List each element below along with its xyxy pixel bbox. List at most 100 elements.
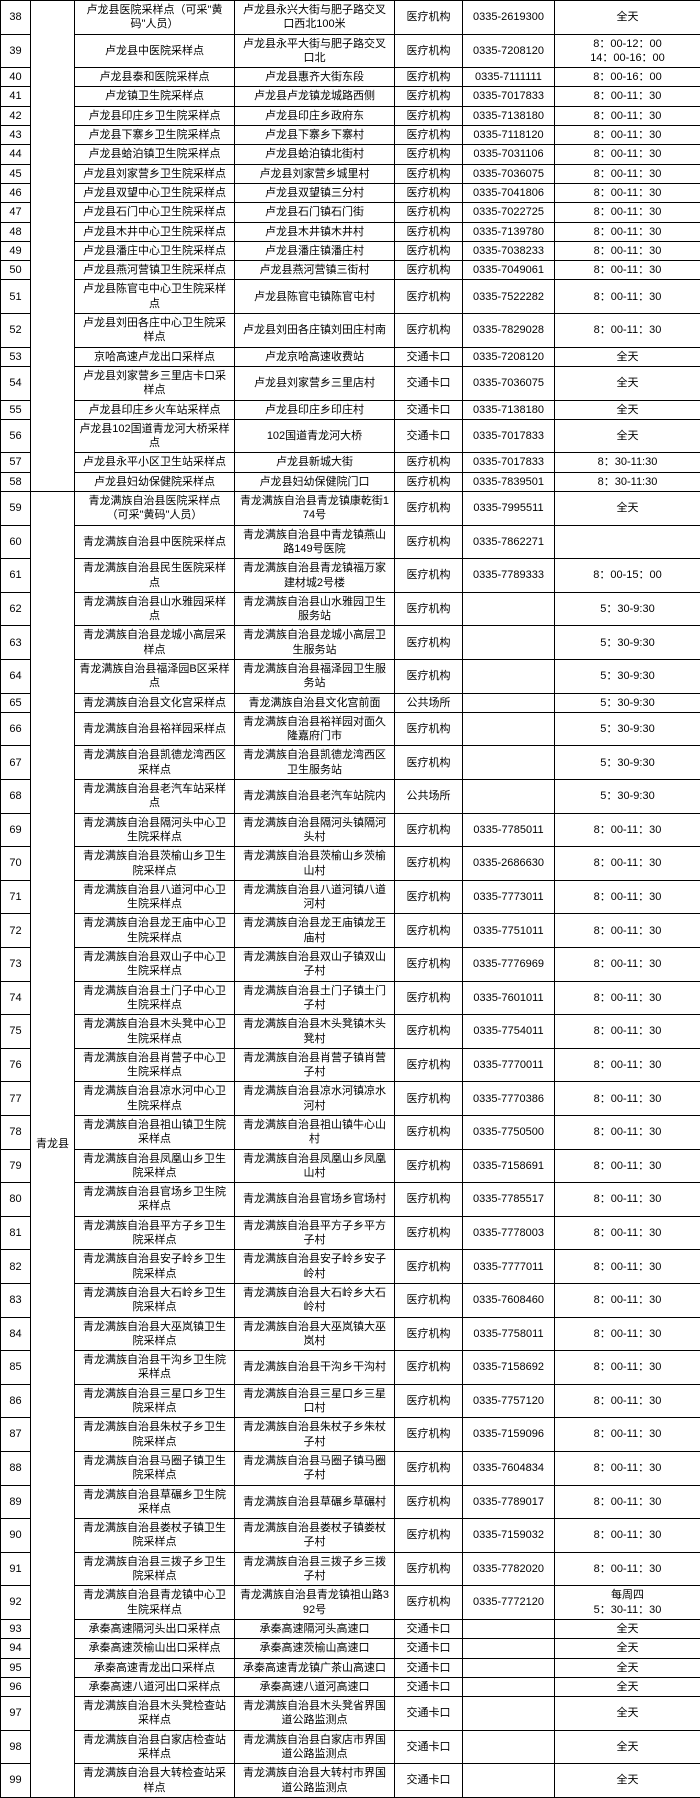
phone-cell: 0335-2686630 <box>463 847 555 881</box>
type-cell: 医疗机构 <box>395 1015 463 1049</box>
type-cell: 交通卡口 <box>395 1619 463 1638</box>
name-cell: 卢龙县蛤泊镇卫生院采样点 <box>75 145 235 164</box>
table-row: 74青龙满族自治县土门子中心卫生院采样点青龙满族自治县土门子镇土门子村医疗机构0… <box>1 981 700 1015</box>
row-index: 69 <box>1 813 31 847</box>
time-cell: 8：00-11：30 <box>555 1384 700 1418</box>
name-cell: 青龙满族自治县隔河头中心卫生院采样点 <box>75 813 235 847</box>
phone-cell <box>463 1730 555 1764</box>
type-cell: 医疗机构 <box>395 164 463 183</box>
addr-cell: 承秦高速青龙镇广茶山高速口 <box>235 1658 395 1677</box>
addr-cell: 青龙满族自治县肖营子镇肖营子村 <box>235 1048 395 1082</box>
addr-cell: 卢龙县印庄乡印庄村 <box>235 400 395 419</box>
addr-cell: 青龙满族自治县凉水河镇凉水河村 <box>235 1082 395 1116</box>
time-cell: 8：30-11:30 <box>555 453 700 472</box>
type-cell: 医疗机构 <box>395 1183 463 1217</box>
addr-cell: 青龙满族自治县祖山镇牛心山村 <box>235 1116 395 1150</box>
type-cell: 医疗机构 <box>395 106 463 125</box>
addr-cell: 承秦高速茨榆山高速口 <box>235 1639 395 1658</box>
table-row: 55卢龙县印庄乡火车站采样点卢龙县印庄乡印庄村交通卡口0335-7138180全… <box>1 400 700 419</box>
phone-cell <box>463 626 555 660</box>
phone-cell <box>463 1658 555 1677</box>
phone-cell <box>463 746 555 780</box>
phone-cell: 0335-7778003 <box>463 1216 555 1250</box>
type-cell: 医疗机构 <box>395 1082 463 1116</box>
phone-cell: 0335-7049061 <box>463 261 555 280</box>
row-index: 53 <box>1 347 31 366</box>
phone-cell: 0335-7750500 <box>463 1116 555 1150</box>
time-cell: 8：00-11：30 <box>555 203 700 222</box>
phone-cell <box>463 1764 555 1798</box>
table-row: 63青龙满族自治县龙城小高层采样点青龙满族自治县龙城小高层卫生服务站医疗机构5：… <box>1 626 700 660</box>
table-row: 72青龙满族自治县龙王庙中心卫生院采样点青龙满族自治县龙王庙镇龙王庙村医疗机构0… <box>1 914 700 948</box>
table-row: 57卢龙县永平小区卫生站采样点卢龙县新城大街医疗机构0335-70178338：… <box>1 453 700 472</box>
phone-cell <box>463 1677 555 1696</box>
addr-cell: 青龙满族自治县八道河镇八道河村 <box>235 880 395 914</box>
table-row: 89青龙满族自治县草碾乡卫生院采样点青龙满族自治县草碾乡草碾村医疗机构0335-… <box>1 1485 700 1519</box>
type-cell: 交通卡口 <box>395 1639 463 1658</box>
time-cell: 8：30-11:30 <box>555 472 700 491</box>
time-cell: 8：00-11：30 <box>555 1149 700 1183</box>
addr-cell: 青龙满族自治县龙城小高层卫生服务站 <box>235 626 395 660</box>
phone-cell: 0335-7022725 <box>463 203 555 222</box>
phone-cell: 0335-7758011 <box>463 1317 555 1351</box>
time-cell: 8：00-11：30 <box>555 241 700 260</box>
phone-cell: 0335-7772120 <box>463 1586 555 1620</box>
table-row: 67青龙满族自治县凯德龙湾西区采样点青龙满族自治县凯德龙湾西区卫生服务站医疗机构… <box>1 746 700 780</box>
table-row: 42卢龙县印庄乡卫生院采样点卢龙县印庄乡政府东医疗机构0335-71381808… <box>1 106 700 125</box>
time-cell: 8：00-11：30 <box>555 981 700 1015</box>
time-cell: 每周四5：30-11：30 <box>555 1586 700 1620</box>
table-row: 50 卢龙县燕河营镇卫生院采样点卢龙县燕河营镇三街村医疗机构0335-704906… <box>1 261 700 280</box>
time-cell: 全天 <box>555 400 700 419</box>
name-cell: 青龙满族自治县凯德龙湾西区采样点 <box>75 746 235 780</box>
type-cell: 医疗机构 <box>395 981 463 1015</box>
type-cell: 医疗机构 <box>395 68 463 87</box>
row-index: 43 <box>1 126 31 145</box>
time-cell: 8：00-11：30 <box>555 1183 700 1217</box>
phone-cell: 0335-7038233 <box>463 241 555 260</box>
addr-cell: 青龙满族自治县凯德龙湾西区卫生服务站 <box>235 746 395 780</box>
phone-cell: 0335-7208120 <box>463 34 555 68</box>
name-cell: 卢龙县燕河营镇卫生院采样点 <box>75 261 235 280</box>
time-cell: 5：30-9:30 <box>555 712 700 746</box>
type-cell: 交通卡口 <box>395 1730 463 1764</box>
table-row: 91青龙满族自治县三拨子乡卫生院采样点青龙满族自治县三拨子乡三拨子村医疗机构03… <box>1 1552 700 1586</box>
row-index: 90 <box>1 1519 31 1553</box>
time-cell: 8：00-11：30 <box>555 1283 700 1317</box>
addr-cell: 承秦高速八道河高速口 <box>235 1677 395 1696</box>
row-index: 40 <box>1 68 31 87</box>
name-cell: 卢龙县中医院采样点 <box>75 34 235 68</box>
time-cell: 8：00-11：30 <box>555 948 700 982</box>
table-row: 62青龙满族自治县山水雅园采样点青龙满族自治县山水雅园卫生服务站医疗机构5：30… <box>1 592 700 626</box>
table-row: 45卢龙县刘家营乡卫生院采样点卢龙县刘家营乡城里村医疗机构0335-703607… <box>1 164 700 183</box>
time-cell: 全天 <box>555 419 700 453</box>
addr-cell: 卢龙县刘田各庄镇刘田庄村南 <box>235 314 395 348</box>
type-cell: 医疗机构 <box>395 453 463 472</box>
table-row: 95承秦高速青龙出口采样点承秦高速青龙镇广茶山高速口交通卡口全天 <box>1 1658 700 1677</box>
name-cell: 卢龙县医院采样点（可采"黄码"人员） <box>75 1 235 35</box>
phone-cell: 0335-7604834 <box>463 1451 555 1485</box>
type-cell: 医疗机构 <box>395 813 463 847</box>
addr-cell: 卢龙县燕河营镇三街村 <box>235 261 395 280</box>
row-index: 82 <box>1 1250 31 1284</box>
time-cell: 8：00-11：30 <box>555 914 700 948</box>
addr-cell: 青龙满族自治县三星口乡三星口村 <box>235 1384 395 1418</box>
type-cell: 医疗机构 <box>395 203 463 222</box>
addr-cell: 青龙满族自治县娄杖子镇娄杖子村 <box>235 1519 395 1553</box>
phone-cell: 0335-7608460 <box>463 1283 555 1317</box>
type-cell: 医疗机构 <box>395 592 463 626</box>
type-cell: 交通卡口 <box>395 366 463 400</box>
phone-cell: 0335-7757120 <box>463 1384 555 1418</box>
type-cell: 医疗机构 <box>395 261 463 280</box>
table-row: 66青龙满族自治县裕祥园采样点青龙满族自治县裕祥园对面久隆嘉府门市医疗机构5：3… <box>1 712 700 746</box>
table-row: 68青龙满族自治县老汽车站采样点青龙满族自治县老汽车站院内公共场所5：30-9:… <box>1 780 700 814</box>
time-cell: 8：00-11：30 <box>555 880 700 914</box>
type-cell: 医疗机构 <box>395 34 463 68</box>
name-cell: 青龙满族自治县肖营子中心卫生院采样点 <box>75 1048 235 1082</box>
row-index: 71 <box>1 880 31 914</box>
type-cell: 交通卡口 <box>395 419 463 453</box>
phone-cell <box>463 592 555 626</box>
row-index: 50 <box>1 261 31 280</box>
name-cell: 青龙满族自治县凤凰山乡卫生院采样点 <box>75 1149 235 1183</box>
type-cell: 医疗机构 <box>395 1519 463 1553</box>
addr-cell: 青龙满族自治县茨榆山乡茨榆山村 <box>235 847 395 881</box>
